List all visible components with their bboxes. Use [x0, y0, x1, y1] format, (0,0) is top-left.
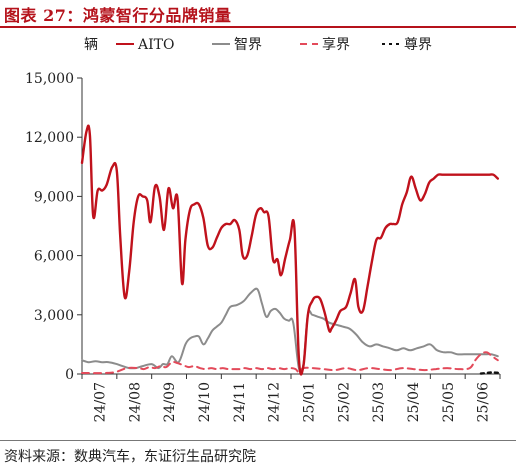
legend-label: 尊界: [404, 36, 432, 53]
series-line-xiangjie: [81, 351, 499, 375]
x-tick-label: 24/08: [127, 382, 143, 422]
series-line-zhijie: [81, 287, 499, 374]
y-tick-label: 6,000: [34, 249, 74, 265]
x-tick-label: 24/07: [92, 382, 108, 422]
x-tick-label: 24/10: [197, 382, 213, 422]
x-tick-label: 25/05: [441, 382, 457, 422]
y-axis-unit-label: 辆: [84, 37, 98, 53]
x-tick-label: 24/12: [267, 382, 283, 422]
series-line-aito: [80, 124, 499, 376]
source-note: 资料来源：数典汽车，东证衍生品研究院: [4, 449, 256, 465]
chart-title: 图表 27：鸿蒙智行分品牌销量: [4, 6, 232, 25]
y-tick-label: 12,000: [25, 130, 74, 146]
x-tick-label: 25/04: [406, 382, 422, 422]
x-tick-label: 25/03: [371, 382, 387, 422]
legend-label: 智界: [234, 37, 262, 53]
legend-label: AITO: [137, 37, 174, 53]
plot-area: [80, 124, 499, 376]
legend: 辆 AITO 智界 享界 尊界: [84, 36, 432, 53]
title-rule: [0, 26, 516, 28]
series-line-zunjie: [479, 371, 499, 375]
x-tick-label: 25/06: [476, 382, 492, 422]
x-tick-label: 24/09: [162, 382, 178, 422]
x-tick-label: 25/02: [336, 382, 352, 422]
y-tick-label: 15,000: [25, 71, 74, 87]
y-tick-label: 3,000: [34, 308, 74, 324]
source-rule: [0, 440, 516, 441]
legend-label: 享界: [322, 36, 350, 53]
x-tick-label: 25/01: [301, 382, 317, 422]
axes: 0 3,000 6,000 9,000 12,000 15,000 24/07 24/08 24…: [25, 71, 501, 422]
y-tick-label: 0: [65, 367, 74, 383]
y-tick-label: 9,000: [34, 189, 74, 205]
x-tick-label: 24/11: [232, 382, 248, 422]
chart: 辆 AITO 智界 享界 尊界 0 3,000 6,000 9,000 12,000 15,000…: [25, 36, 501, 422]
